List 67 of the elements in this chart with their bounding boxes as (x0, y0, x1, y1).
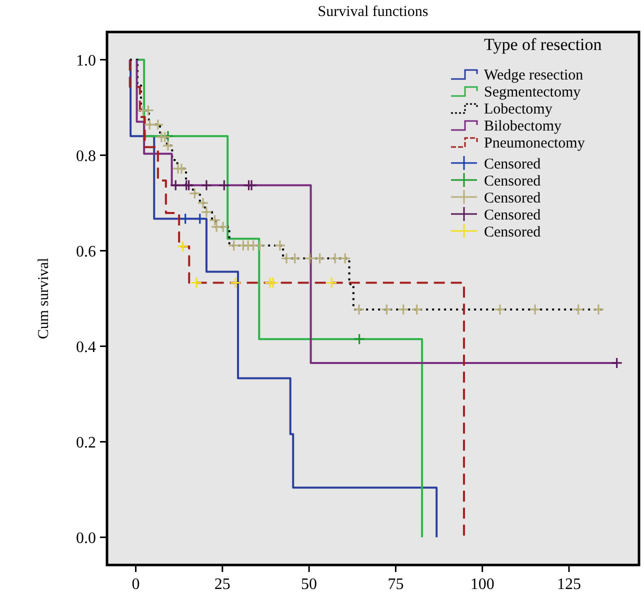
legend-label: Censored (484, 207, 542, 224)
point (289, 252, 301, 264)
point (228, 240, 240, 252)
point (230, 276, 242, 289)
y-tick-label: 0.0 (76, 530, 96, 547)
point (208, 214, 221, 226)
point (162, 140, 174, 152)
x-tick-label: 0 (132, 576, 140, 593)
point (218, 180, 230, 192)
point (159, 131, 171, 143)
x-tick-label: 50 (301, 576, 318, 593)
point (152, 118, 164, 130)
point (398, 304, 410, 316)
legend-label: Wedge resection (484, 67, 584, 84)
legend-label: Censored (484, 190, 542, 206)
legend-title: Type of resection (484, 35, 602, 54)
y-tick-label: 0.6 (76, 243, 96, 260)
point (326, 276, 338, 289)
point (494, 304, 506, 316)
point (188, 188, 200, 200)
point (200, 180, 212, 192)
point (274, 240, 286, 252)
legend-label: Censored (484, 156, 542, 172)
legend-label: Pneumonectomy (484, 135, 586, 152)
point (177, 240, 189, 252)
point (190, 276, 202, 289)
point (142, 104, 154, 116)
legend-label: Censored (484, 173, 542, 190)
point (304, 252, 316, 264)
x-tick-label: 100 (470, 576, 494, 593)
point (353, 304, 365, 316)
point (529, 304, 541, 316)
point (280, 252, 292, 264)
y-tick-label: 0.8 (76, 148, 96, 165)
point (380, 304, 392, 316)
legend-label: Lobectomy (484, 101, 553, 118)
y-tick-label: 0.2 (76, 434, 96, 452)
legend-label: Bilobectomy (484, 118, 562, 134)
point (314, 252, 326, 264)
point (170, 180, 182, 192)
point (194, 212, 206, 225)
x-tick-label: 75 (388, 576, 404, 593)
y-tick-label: 0.4 (76, 338, 96, 356)
point (572, 304, 584, 316)
chart-title: Survival functions (318, 4, 428, 20)
point (411, 304, 423, 316)
point (592, 304, 604, 316)
point (611, 357, 623, 369)
x-tick-label: 25 (214, 576, 230, 593)
point (329, 252, 341, 264)
legend-label: Censored (484, 224, 542, 240)
y-axis-title: Cum survival (36, 258, 52, 340)
point (180, 212, 192, 225)
point (354, 333, 366, 345)
point (162, 130, 174, 142)
point (246, 180, 258, 192)
point (144, 118, 156, 130)
point (182, 180, 195, 192)
legend-label: Segmentectomy (484, 84, 582, 100)
x-tick-label: 125 (556, 576, 581, 593)
point (197, 197, 209, 209)
point (176, 162, 188, 174)
point (200, 206, 212, 218)
point (254, 240, 266, 252)
point (339, 252, 351, 264)
y-tick-label: 1.0 (76, 52, 96, 70)
point (217, 221, 229, 233)
